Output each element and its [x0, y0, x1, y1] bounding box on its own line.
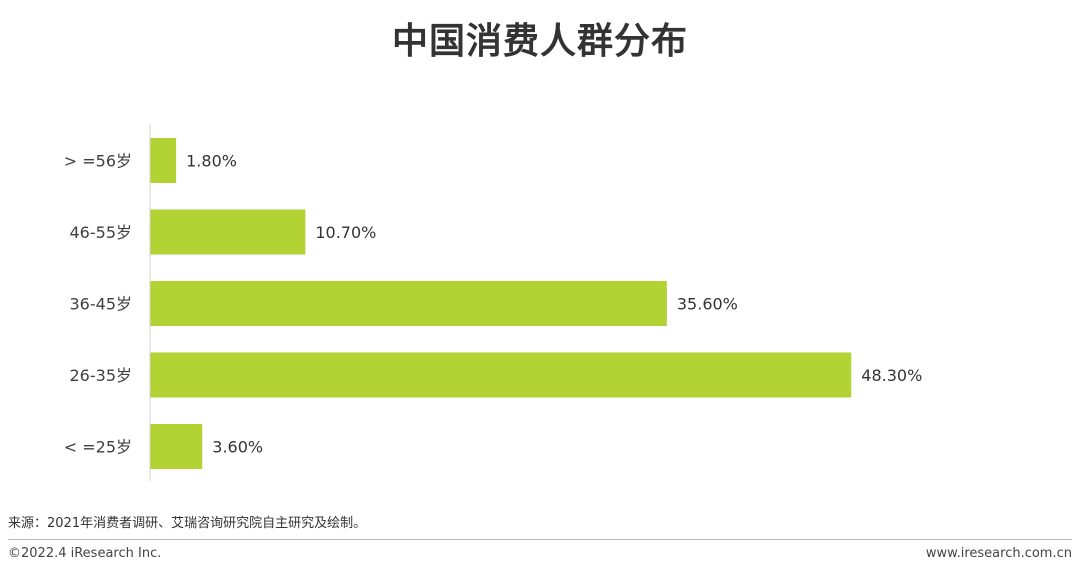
category-label-1: 46-55岁 — [70, 223, 133, 242]
category-label-3: 26-35岁 — [70, 366, 133, 385]
bar-3 — [150, 352, 852, 398]
source-note: 来源：2021年消费者调研、艾瑞咨询研究院自主研究及绘制。 — [8, 516, 367, 531]
bar-2 — [150, 281, 667, 326]
value-label-0: 1.80% — [186, 152, 237, 171]
bar-0 — [150, 138, 177, 183]
category-label-2: 36-45岁 — [70, 295, 133, 314]
website-link[interactable]: www.iresearch.com.cn — [925, 546, 1072, 561]
category-label-0: > =56岁 — [64, 152, 132, 171]
chart-title: 中国消费人群分布 — [391, 21, 688, 62]
value-label-4: 3.60% — [212, 438, 263, 457]
copyright-text: ©2022.4 iResearch Inc. — [8, 546, 162, 561]
bar-chart: > =56岁 1.80% 46-55岁 10.70% 36-45岁 35.60% 26-35… — [64, 124, 922, 481]
value-label-3: 48.30% — [861, 366, 922, 385]
bar-4 — [150, 424, 203, 469]
value-label-1: 10.70% — [315, 223, 376, 242]
value-label-2: 35.60% — [677, 295, 738, 314]
bar-1 — [150, 209, 306, 255]
footer-divider — [8, 539, 1072, 540]
category-label-4: < =25岁 — [64, 438, 132, 457]
